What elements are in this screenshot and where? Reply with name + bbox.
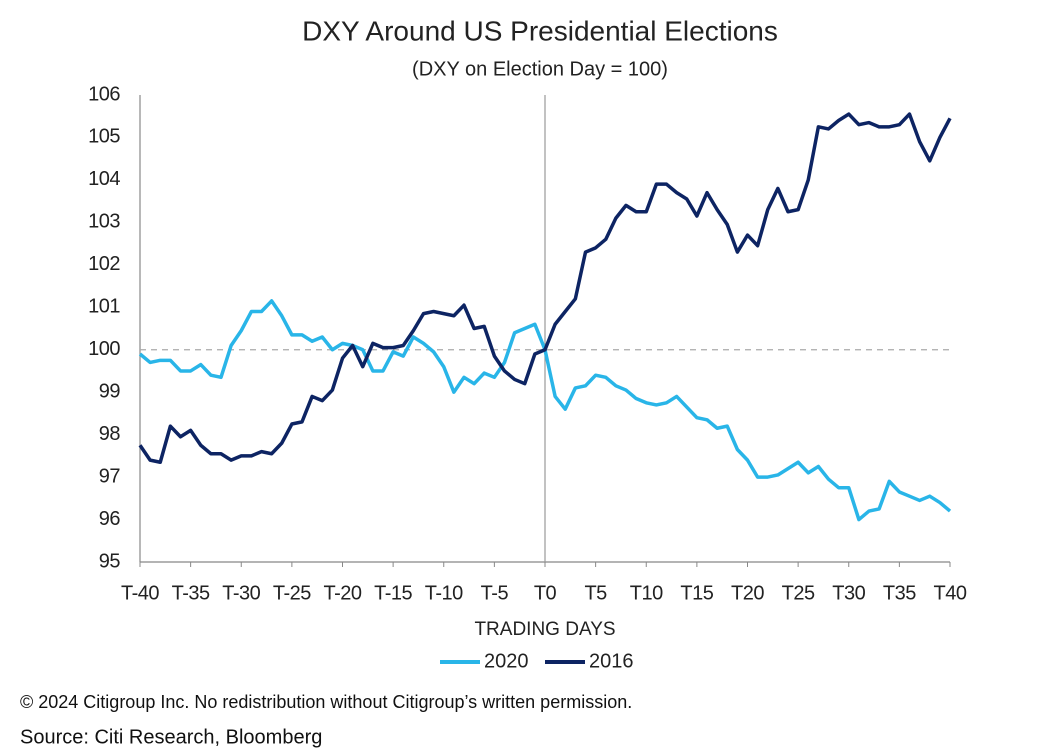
copyright: © 2024 Citigroup Inc. No redistribution … [20, 692, 632, 712]
x-tick-label: T40 [934, 582, 967, 604]
source: Source: Citi Research, Bloomberg [20, 726, 322, 748]
y-tick-label: 102 [88, 253, 120, 275]
x-tick-label: T-10 [425, 582, 463, 604]
y-tick-label: 97 [99, 465, 121, 487]
x-tick-label: T25 [782, 582, 815, 604]
x-tick-label: T35 [883, 582, 916, 604]
legend-label: 2016 [589, 650, 634, 672]
x-tick-label: T0 [534, 582, 557, 604]
y-tick-label: 100 [88, 338, 120, 360]
x-tick-label: T-35 [172, 582, 210, 604]
y-tick-label: 96 [99, 508, 121, 530]
x-tick-label: T-30 [222, 582, 260, 604]
x-axis-label: TRADING DAYS [474, 619, 615, 640]
chart-title: DXY Around US Presidential Elections [302, 15, 778, 46]
x-tick-label: T20 [731, 582, 764, 604]
y-tick-label: 101 [88, 296, 120, 318]
x-tick-label: T-40 [121, 582, 159, 604]
y-tick-label: 95 [99, 550, 121, 572]
y-tick-label: 105 [88, 126, 120, 148]
x-tick-label: T5 [584, 582, 607, 604]
x-tick-label: T-15 [374, 582, 412, 604]
y-tick-label: 106 [88, 83, 120, 105]
x-tick-label: T-5 [481, 582, 509, 604]
y-tick-label: 103 [88, 211, 120, 233]
x-tick-label: T-20 [323, 582, 361, 604]
y-tick-label: 98 [99, 423, 121, 445]
x-tick-label: T30 [832, 582, 865, 604]
x-tick-label: T10 [630, 582, 663, 604]
y-tick-label: 104 [88, 168, 120, 190]
x-tick-label: T-25 [273, 582, 311, 604]
chart-subtitle: (DXY on Election Day = 100) [412, 58, 668, 80]
x-tick-label: T15 [680, 582, 713, 604]
y-tick-label: 99 [99, 380, 121, 402]
legend-label: 2020 [484, 650, 529, 672]
series-line [138, 112, 952, 464]
